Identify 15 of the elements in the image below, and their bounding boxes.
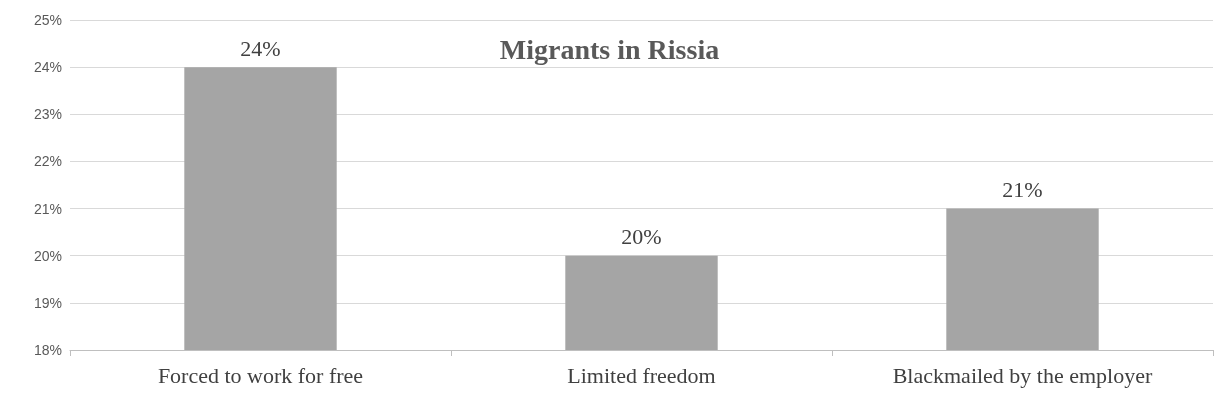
- y-tick-label: 24%: [33, 59, 62, 76]
- x-tick-label: Forced to work for free: [157, 362, 364, 388]
- y-tick-label: 19%: [33, 294, 62, 311]
- x-tick-label: Blackmailed by the employer: [892, 362, 1153, 388]
- y-tick-label: 22%: [33, 153, 62, 170]
- data-label: 24%: [240, 35, 281, 61]
- y-tick-label: 25%: [33, 12, 62, 28]
- x-tick-label: Limited freedom: [567, 362, 716, 388]
- text: Migrants in Rissia: [499, 33, 720, 65]
- y-tick-label: 20%: [33, 247, 62, 264]
- data-label: 20%: [621, 224, 662, 250]
- y-tick-label: 18%: [33, 342, 62, 358]
- y-tick-label: 21%: [33, 200, 62, 217]
- y-tick-label: 23%: [33, 106, 62, 123]
- data-label: 21%: [1002, 177, 1043, 203]
